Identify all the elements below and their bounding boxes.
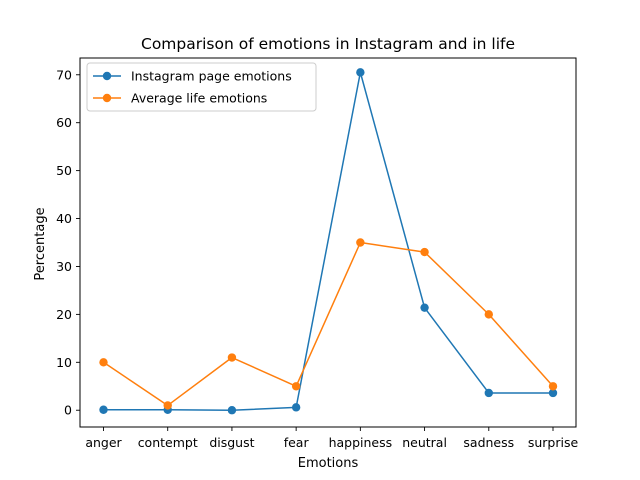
series-1-point-fear: [291, 382, 301, 391]
axes-frame: [79, 57, 577, 428]
series-line-0: [103, 71, 553, 411]
series-0-point-fear: [291, 403, 301, 412]
y-tick-label-40: 40: [56, 211, 72, 226]
series-1-point-disgust: [227, 353, 237, 362]
series-line-1: [103, 241, 554, 407]
series-1-point-anger: [99, 358, 108, 367]
legend-marker-life: [102, 93, 112, 103]
series-0-point-disgust: [227, 406, 237, 415]
series-1-point-surprise: [548, 382, 558, 391]
series-0-point-neutral: [420, 303, 429, 312]
x-tick-label-surprise: surprise: [528, 435, 579, 450]
legend-label-instagram: Instagram page emotions: [131, 69, 292, 84]
x-tick-label-fear: fear: [284, 435, 310, 450]
series-0-point-sadness: [484, 388, 493, 398]
legend-box: [86, 62, 317, 112]
x-axis-label: Emotions: [298, 456, 359, 471]
x-tick-label-neutral: neutral: [402, 435, 447, 450]
y-tick-label-20: 20: [56, 307, 72, 322]
series-0-point-anger: [99, 405, 108, 414]
series-1-point-neutral: [420, 247, 429, 257]
y-tick-label-0: 0: [64, 403, 72, 418]
x-tick-label-contempt: contempt: [138, 435, 198, 450]
series-1-point-happiness: [356, 238, 365, 247]
y-axis-label: Percentage: [33, 207, 48, 280]
chart-title: Comparison of emotions in Instagram and …: [141, 35, 515, 53]
legend-marker-instagram: [102, 71, 112, 81]
x-tick-label-anger: anger: [85, 435, 122, 450]
x-tick-label-happiness: happiness: [329, 435, 393, 450]
legend: Instagram page emotions Average life emo…: [86, 62, 317, 112]
series-1-point-contempt: [163, 401, 172, 410]
series-1-point-sadness: [484, 310, 493, 319]
x-tick-label-sadness: sadness: [463, 435, 514, 450]
y-tick-label-10: 10: [56, 355, 72, 370]
legend-label-life: Average life emotions: [131, 91, 267, 106]
series-0-point-surprise: [548, 388, 558, 398]
axes-layer: anger contempt disgust fear happiness neutral…: [56, 57, 579, 450]
y-tick-label-50: 50: [56, 163, 72, 178]
x-tick-label-disgust: disgust: [209, 435, 254, 450]
series-layer: [99, 68, 558, 415]
y-tick-label-30: 30: [56, 259, 72, 274]
y-tick-label-60: 60: [56, 115, 72, 130]
series-0-point-happiness: [356, 68, 365, 77]
y-tick-label-70: 70: [56, 67, 72, 82]
